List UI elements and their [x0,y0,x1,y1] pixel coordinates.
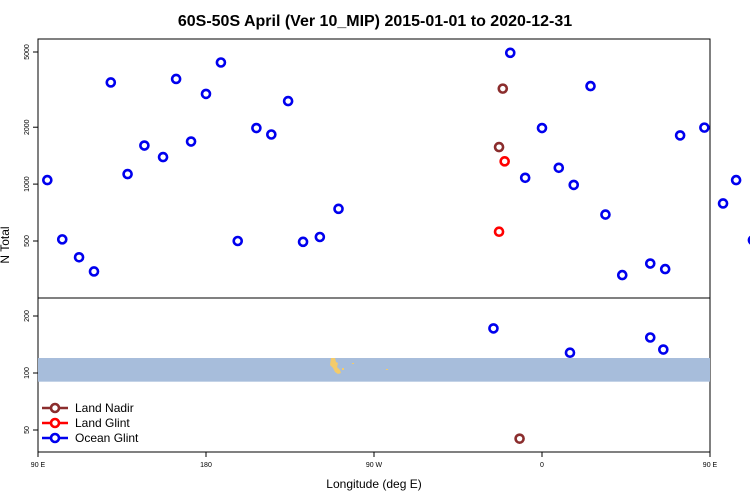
upper-ocean-glint-point [297,236,309,248]
y-tick-label: 50 [24,426,31,434]
legend-marker-land-nadir [49,402,61,414]
lower-ocean-glint-point [658,344,669,355]
x-tick-label: 90 W [366,462,383,469]
x-tick-label: 180 [200,462,212,469]
x-ticks: 90 E 180 90 W 0 90 E [31,452,718,469]
upper-ocean-glint-point [717,198,729,209]
upper-ocean-glint-point [644,258,656,269]
upper-ocean-glint-point [730,174,742,186]
upper-ocean-glint-point [536,122,548,134]
legend-label-land-glint: Land Glint [75,416,130,430]
upper-ocean-glint-point [251,122,262,134]
land-specks [330,358,388,374]
upper-ocean-glint-point [504,47,516,59]
upper-ocean-glint-point [232,235,244,247]
upper-ocean-glint-point [585,80,596,92]
upper-ocean-glint-point [56,234,68,245]
x-tick-label: 0 [540,462,544,469]
upper-ocean-glint-point [616,269,628,281]
upper-ocean-glint-point [139,140,150,151]
upper-ocean-glint-point [170,73,182,85]
upper-ocean-glint-point [215,57,227,68]
upper-land-nadir-point [493,141,505,153]
lower-ocean-glint-point [564,347,576,358]
x-tick-label: 90 E [703,462,718,469]
legend-marker-ocean-glint [49,432,61,444]
upper-ocean-glint-point [157,151,169,163]
y-tick-label: 200 [24,310,31,322]
y-tick-label: 5000 [24,44,31,60]
upper-ocean-glint-point [200,88,212,100]
upper-ocean-glint-point [568,179,580,191]
upper-panel-frame [37,38,711,299]
upper-ocean-glint-point [122,168,133,180]
y-tick-label: 100 [24,367,31,379]
lower-ocean-glint-point [644,332,656,343]
upper-ocean-glint-point [105,77,117,88]
y-tick-label: 1000 [24,176,31,192]
upper-ocean-glint-point [185,136,197,147]
data-points [42,47,750,444]
upper-ocean-glint-point [659,263,671,275]
upper-ocean-glint-point [314,231,326,243]
reference-band [38,358,710,382]
y-tick-label: 2000 [24,119,31,135]
x-axis-label: Longitude (deg E) [326,477,421,491]
upper-y-ticks: 500 1000 2000 5000 [24,44,38,247]
upper-ocean-glint-point [600,209,611,220]
upper-ocean-glint-point [333,203,344,215]
upper-ocean-glint-point [282,95,294,107]
upper-land-nadir-point [497,83,509,94]
upper-ocean-glint-point [266,129,277,140]
upper-land-glint-point [499,156,510,167]
upper-ocean-glint-point [674,130,686,141]
upper-ocean-glint-point [73,251,85,263]
y-tick-label: 500 [24,235,31,247]
upper-ocean-glint-point [519,172,531,184]
upper-ocean-glint-point [699,122,710,133]
lower-land-nadir-point [514,433,525,444]
legend-marker-land-glint [49,417,61,429]
legend-label-ocean-glint: Ocean Glint [75,431,139,445]
lower-ocean-glint-point [488,323,499,334]
upper-ocean-glint-point [42,174,53,186]
upper-land-glint-point [493,226,505,237]
legend-label-land-nadir: Land Nadir [75,401,134,415]
y-axis-label: N Total [0,226,12,263]
upper-ocean-glint-point [88,266,100,277]
x-tick-label: 90 E [31,462,46,469]
lower-y-ticks: 50 100 200 [24,310,38,434]
chart-title: 60S-50S April (Ver 10_MIP) 2015-01-01 to… [178,13,572,30]
upper-ocean-glint-point [553,162,565,174]
